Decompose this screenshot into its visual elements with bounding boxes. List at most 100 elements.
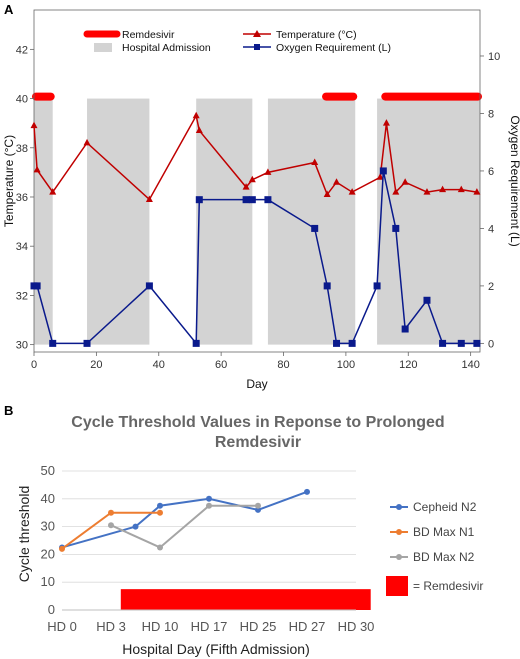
y-tick-label: 30 bbox=[41, 519, 55, 534]
oxygen-point bbox=[457, 339, 465, 347]
oxygen-point bbox=[145, 282, 153, 290]
oxygen-point bbox=[33, 282, 41, 290]
x-tick-label: HD 10 bbox=[142, 619, 179, 634]
y-axis-label-left: Temperature (°C) bbox=[2, 135, 16, 227]
temperature-point bbox=[333, 178, 341, 185]
y-tick-label: 0 bbox=[48, 602, 55, 617]
x-tick-label: HD 0 bbox=[47, 619, 77, 634]
x-tick-label: HD 17 bbox=[191, 619, 228, 634]
temperature-point bbox=[264, 168, 272, 175]
temperature-point bbox=[401, 178, 409, 185]
x-tick-label: 120 bbox=[399, 359, 417, 371]
remdesivir-band bbox=[120, 589, 371, 610]
oxygen-point bbox=[373, 282, 381, 290]
temperature-point bbox=[323, 190, 331, 198]
oxygen-point bbox=[242, 196, 250, 204]
chart-b-title-line1: Cycle Threshold Values in Reponse to Pro… bbox=[71, 414, 444, 431]
series-point bbox=[108, 522, 114, 529]
y-tick-label: 40 bbox=[16, 94, 28, 106]
oxygen-point bbox=[311, 224, 319, 232]
legend-marker bbox=[396, 504, 402, 510]
x-tick-label: HD 3 bbox=[96, 619, 126, 634]
oxygen-point bbox=[392, 224, 400, 232]
temperature-point bbox=[348, 188, 356, 195]
oxygen-point bbox=[83, 339, 91, 347]
y-tick-label: 32 bbox=[16, 290, 28, 302]
series-point bbox=[157, 502, 163, 509]
temperature-point bbox=[311, 158, 319, 166]
x-axis-label-b: Hospital Day (Fifth Admission) bbox=[122, 641, 310, 657]
y-tick-label: 40 bbox=[41, 491, 55, 506]
legend-temperature-label: Temperature (°C) bbox=[276, 29, 357, 41]
panel-b-letter: B bbox=[4, 403, 13, 418]
oxygen-point bbox=[439, 339, 447, 347]
series-point bbox=[206, 495, 212, 502]
temperature-point bbox=[457, 185, 465, 193]
y-tick-label: 34 bbox=[16, 241, 28, 253]
temperature-point bbox=[30, 121, 38, 129]
legend-marker bbox=[396, 554, 402, 560]
legend-oxygen-label: Oxygen Requirement (L) bbox=[276, 42, 391, 54]
hospital-admission-band bbox=[196, 98, 253, 345]
temperature-point bbox=[49, 188, 57, 195]
legend-label: BD Max N1 bbox=[413, 525, 475, 539]
series-point bbox=[255, 502, 261, 509]
panel-a-letter: A bbox=[4, 2, 14, 17]
legend-remdesivir-swatch bbox=[386, 576, 408, 596]
legend-label: BD Max N2 bbox=[413, 550, 475, 564]
y-axis-label-b: Cycle threshold bbox=[16, 486, 32, 583]
oxygen-point bbox=[49, 339, 57, 347]
temperature-point bbox=[376, 173, 384, 180]
temperature-point bbox=[195, 126, 203, 134]
temperature-point bbox=[192, 111, 200, 119]
legend-hospital-label: Hospital Admission bbox=[122, 42, 211, 54]
oxygen-point bbox=[195, 196, 203, 204]
x-tick-label: 40 bbox=[153, 359, 165, 371]
series-point bbox=[108, 509, 114, 516]
y-tick-label: 38 bbox=[16, 143, 28, 155]
y2-tick-label: 2 bbox=[488, 281, 494, 293]
oxygen-point bbox=[264, 196, 272, 204]
temperature-point bbox=[145, 195, 153, 202]
series-point bbox=[157, 509, 163, 516]
oxygen-point bbox=[248, 196, 256, 204]
chart-a: A 0 20 40 60 80 100 120 140 30 32 34 36 38 40 42 0 2 4 6 8 1… bbox=[2, 2, 520, 391]
oxygen-point bbox=[423, 296, 431, 304]
series-point bbox=[59, 545, 65, 552]
temperature-point bbox=[423, 188, 431, 195]
oxygen-point bbox=[192, 339, 200, 347]
x-tick-label: 20 bbox=[90, 359, 102, 371]
legend-b: Cepheid N2 BD Max N1 BD Max N2 = Remdesivir bbox=[386, 500, 483, 596]
x-tick-label: HD 30 bbox=[338, 619, 375, 634]
x-tick-label: 140 bbox=[461, 359, 479, 371]
temperature-point bbox=[382, 119, 390, 126]
series-b bbox=[59, 488, 310, 552]
series-point bbox=[206, 502, 212, 509]
series-point bbox=[304, 488, 310, 495]
y-tick-label: 10 bbox=[41, 574, 55, 589]
series-line bbox=[61, 490, 308, 549]
legend-remdesivir-label: = Remdesivir bbox=[413, 579, 483, 593]
hospital-admission-band bbox=[87, 98, 150, 345]
x-tick-label: HD 27 bbox=[289, 619, 326, 634]
chart-b: B Cycle Threshold Values in Reponse to P… bbox=[4, 403, 483, 657]
oxygen-point bbox=[323, 282, 331, 290]
series-point bbox=[132, 523, 139, 530]
remdesivir-band-rect bbox=[120, 589, 371, 610]
y-tick-label: 20 bbox=[41, 546, 55, 561]
y-tick-label: 36 bbox=[16, 192, 28, 204]
y2-tick-label: 6 bbox=[488, 166, 494, 178]
legend-label: Cepheid N2 bbox=[413, 500, 477, 514]
oxygen-point bbox=[379, 167, 387, 175]
series-point bbox=[255, 506, 261, 513]
y2-tick-label: 0 bbox=[488, 338, 494, 350]
hospital-admission-bands bbox=[34, 98, 480, 345]
temperature-point bbox=[473, 188, 481, 195]
temperature-point bbox=[248, 175, 256, 183]
hospital-admission-band bbox=[377, 98, 480, 345]
gridlines-b bbox=[62, 470, 356, 583]
temperature-point bbox=[439, 185, 447, 193]
y-axis-label-right: Oxygen Requirement (L) bbox=[508, 115, 520, 246]
oxygen-line bbox=[34, 170, 477, 346]
oxygen-point bbox=[333, 339, 341, 347]
